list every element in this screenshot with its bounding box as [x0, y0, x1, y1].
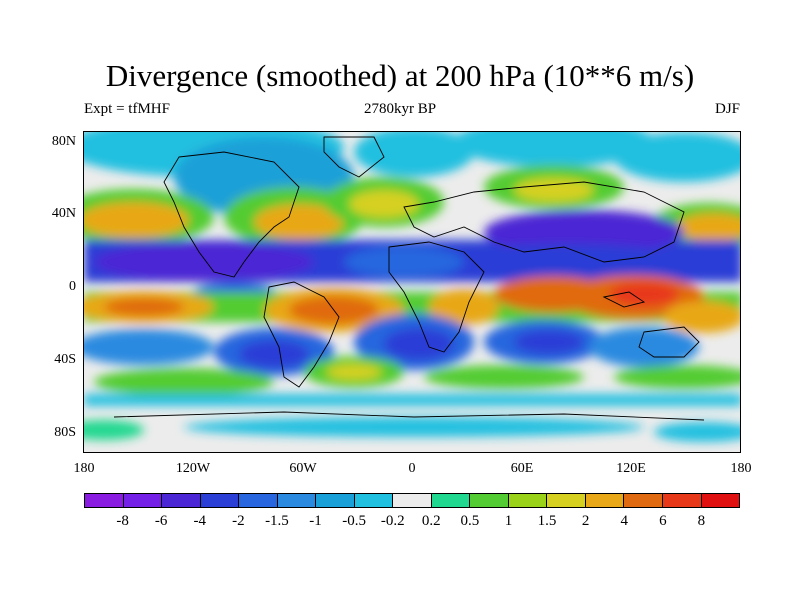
- colorbar-label: 0.2: [421, 513, 441, 529]
- colorbar-swatch: [316, 494, 355, 507]
- colorbar-swatch: [585, 494, 625, 507]
- colorbar-label: 6: [659, 513, 667, 529]
- divergence-map: [83, 131, 741, 453]
- y-tick-label: 80S: [54, 425, 76, 440]
- period-label: 2780kyr BP: [363, 101, 437, 117]
- y-tick-label: 40N: [51, 206, 76, 221]
- colorbar-label: 0.5: [460, 513, 480, 529]
- colorbar-label: -8: [116, 513, 129, 529]
- y-tick-label: 0: [69, 279, 76, 294]
- colorbar-label: 1: [504, 513, 513, 529]
- y-tick-label: 80N: [51, 134, 76, 149]
- colorbar-label: 4: [620, 513, 628, 529]
- colorbar-swatch: [431, 494, 471, 507]
- colorbar-swatch: [277, 494, 317, 507]
- colorbar-swatch: [547, 494, 586, 507]
- colorbar-label: 1.5: [537, 513, 557, 529]
- colorbar-swatch: [470, 494, 509, 507]
- divergence-field: [84, 132, 740, 442]
- experiment-label: Expt = tfMHF: [84, 101, 170, 117]
- x-tick-label: 0: [408, 461, 416, 476]
- colorbar-label: -2: [232, 513, 245, 529]
- map-title: Divergence (smoothed) at 200 hPa (10**6 …: [105, 58, 695, 93]
- colorbar-swatch: [162, 494, 201, 507]
- colorbar-label: -1: [309, 513, 322, 529]
- colorbar-label: 2: [581, 513, 590, 529]
- x-tick-label: 60W: [289, 461, 317, 476]
- coastlines: [113, 136, 705, 421]
- colorbar-swatch: [662, 494, 702, 507]
- x-tick-label: 180: [73, 461, 95, 476]
- y-tick-label: 40S: [54, 352, 76, 367]
- colorbar-label: -1.5: [265, 513, 289, 529]
- x-tick-label: 120E: [616, 461, 646, 476]
- colorbar-swatch: [85, 494, 124, 507]
- colorbar-swatch: [393, 494, 432, 507]
- x-tick-label: 60E: [510, 461, 534, 476]
- colorbar: [84, 493, 740, 508]
- colorbar-swatch: [624, 494, 663, 507]
- colorbar-label: -0.2: [380, 513, 405, 529]
- colorbar-swatch: [354, 494, 394, 507]
- colorbar-swatch: [508, 494, 548, 507]
- season-label: DJF: [714, 101, 740, 117]
- colorbar-label: -6: [154, 513, 168, 529]
- colorbar-swatch: [239, 494, 278, 507]
- colorbar-swatch: [123, 494, 163, 507]
- x-tick-label: 120W: [175, 461, 211, 476]
- colorbar-swatch: [200, 494, 240, 507]
- colorbar-label: 8: [697, 513, 706, 529]
- x-tick-label: 180: [730, 461, 752, 476]
- colorbar-label: -0.5: [342, 513, 366, 529]
- colorbar-swatch: [701, 494, 740, 507]
- colorbar-label: -4: [193, 513, 207, 529]
